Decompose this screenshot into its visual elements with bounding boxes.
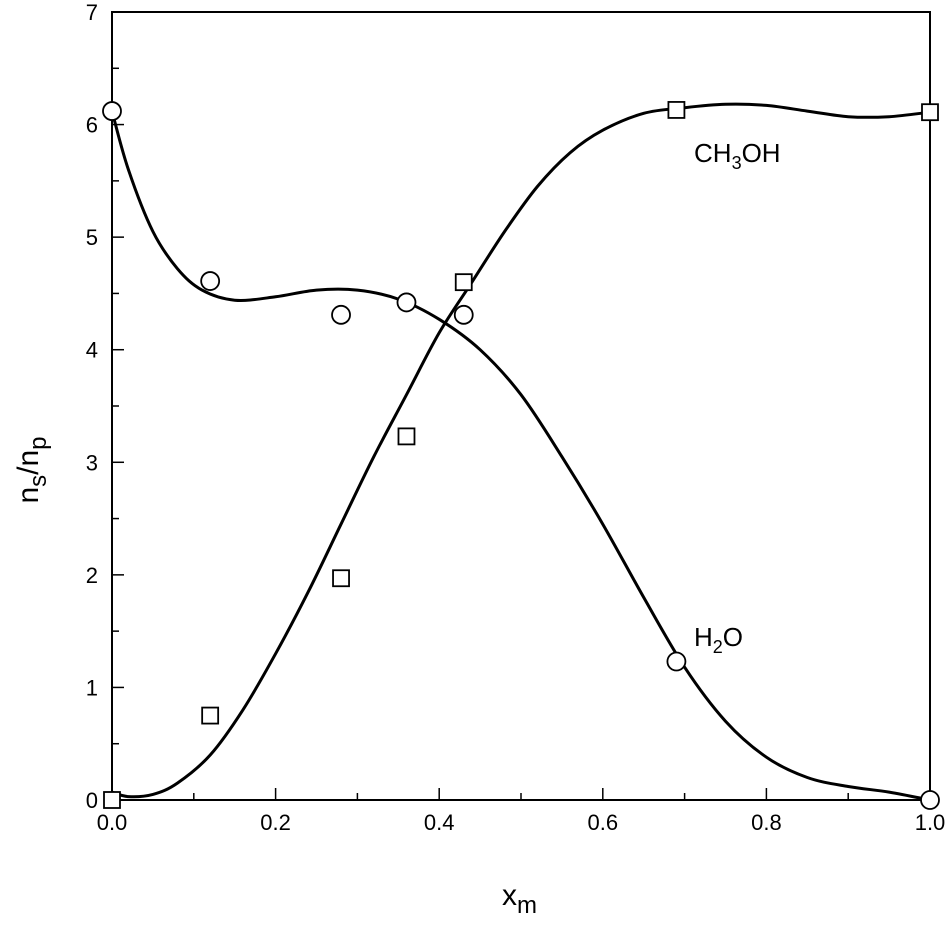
x-axis-label: xm <box>502 879 537 919</box>
x-tick-label: 0.2 <box>260 810 291 835</box>
y-tick-label: 0 <box>86 788 98 813</box>
x-tick-label: 0.6 <box>588 810 619 835</box>
y-tick-label: 5 <box>86 225 98 250</box>
series-label-ch3oh-rest: OH <box>742 138 781 168</box>
marker-ch3oh <box>921 103 939 122</box>
marker-h2o <box>200 271 221 291</box>
series-label-h2o-rest: O <box>723 622 743 652</box>
marker-ch3oh <box>397 427 416 446</box>
x-tick-label: 0.4 <box>424 810 455 835</box>
marker-h2o <box>453 304 474 325</box>
data-markers <box>102 101 940 810</box>
x-tick-label: 0.8 <box>751 810 782 835</box>
marker-h2o <box>396 292 417 313</box>
series-label-h2o: H2O <box>694 622 743 657</box>
y-axis-label: ns/np <box>12 436 52 503</box>
series-label-ch3oh-main: CH <box>694 138 732 168</box>
y-axis-label-s2: p <box>25 436 52 449</box>
marker-ch3oh <box>667 101 686 119</box>
curve-h2o <box>110 110 931 802</box>
series-label-h2o-main: H <box>694 622 713 652</box>
y-axis-label-s1: s <box>25 475 52 487</box>
x-tick-label: 1.0 <box>915 810 946 835</box>
y-tick-label: 1 <box>86 675 98 700</box>
plot-frame <box>111 11 931 801</box>
marker-ch3oh <box>103 791 121 809</box>
y-axis-label-n2: n <box>12 450 45 467</box>
y-tick-label: 2 <box>86 563 98 588</box>
y-tick-label: 4 <box>86 338 98 363</box>
series-label-h2o-sub: 2 <box>713 637 723 657</box>
marker-h2o <box>102 101 122 121</box>
marker-h2o <box>331 304 351 325</box>
marker-h2o <box>666 651 687 672</box>
marker-h2o <box>920 790 940 810</box>
curve-ch3oh <box>111 102 931 799</box>
axis-ticks <box>111 11 931 801</box>
x-axis-label-sub: m <box>517 892 537 919</box>
y-tick-label: 7 <box>86 0 98 25</box>
y-tick-label: 3 <box>86 450 98 475</box>
y-axis-label-slash: / <box>12 466 45 475</box>
marker-ch3oh <box>454 273 473 292</box>
x-axis-label-main: x <box>502 879 517 912</box>
x-tick-label: 0.0 <box>97 810 128 835</box>
marker-ch3oh <box>201 706 220 725</box>
y-axis-label-n1: n <box>12 487 45 504</box>
fit-curves <box>110 102 931 802</box>
tick-labels: 0.0 0.2 0.4 0.6 0.8 1.0 0 1 2 3 4 5 6 7 <box>86 0 946 835</box>
series-label-ch3oh: CH3OH <box>694 138 781 173</box>
y-tick-label: 6 <box>86 113 98 138</box>
series-label-ch3oh-sub: 3 <box>732 153 742 173</box>
marker-ch3oh <box>332 569 350 588</box>
